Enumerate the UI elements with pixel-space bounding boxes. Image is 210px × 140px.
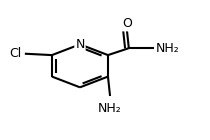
Text: Cl: Cl (9, 47, 22, 60)
Text: N: N (75, 38, 85, 51)
Text: NH₂: NH₂ (98, 102, 122, 115)
Text: NH₂: NH₂ (156, 42, 180, 55)
Text: O: O (122, 17, 132, 30)
